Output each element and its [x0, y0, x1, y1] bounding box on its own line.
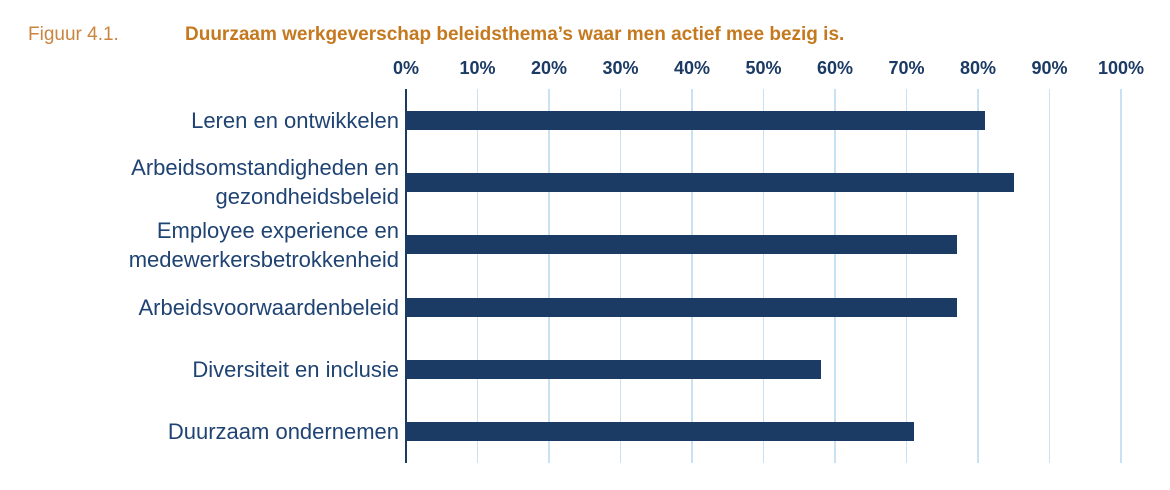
gridline [1048, 89, 1051, 463]
bar-2 [406, 173, 1014, 192]
gridline [762, 89, 765, 463]
category-label: Arbeidsvoorwaardenbeleid [138, 294, 400, 320]
x-tick-label: 20% [530, 58, 568, 78]
gridline [977, 89, 979, 463]
category-label: Diversiteit en inclusie [192, 356, 399, 382]
plot-area [404, 89, 1122, 463]
x-tick-label: 10% [459, 58, 496, 78]
category-label: Employee experience en medewerkersbetrok… [128, 217, 399, 272]
gridline [476, 89, 479, 463]
x-tick-label: 70% [888, 58, 925, 78]
category-label: Duurzaam ondernemen [167, 419, 399, 445]
bar-5 [406, 360, 821, 379]
x-tick-label: 30% [602, 58, 639, 78]
x-tick-label: 50% [745, 58, 782, 78]
bar-6 [406, 422, 914, 442]
category-label: Arbeidsomstandigheden en gezondheidsbele… [131, 155, 399, 210]
x-tick-label: 40% [673, 58, 711, 78]
x-tick-label: 0% [392, 58, 420, 78]
bar-3 [406, 235, 957, 255]
x-tick-label: 60% [816, 58, 854, 78]
x-tick-label: 90% [1031, 58, 1068, 78]
gridline [548, 89, 550, 463]
x-tick-label: 100% [1097, 58, 1145, 78]
bar-4 [406, 297, 957, 317]
figure-header: Figuur 4.1. Duurzaam werkgeverschap belei… [28, 24, 844, 47]
category-label: Leren en ontwikkelen [191, 107, 399, 133]
bar-1 [406, 110, 986, 130]
figure-title: Duurzaam werkgeverschap beleidsthema’s w… [185, 24, 845, 45]
gridline [905, 89, 908, 463]
figure-number: Figuur 4.1. [28, 24, 119, 45]
category-labels: Leren en ontwikkelen Arbeidsomstandighede… [0, 89, 399, 463]
gridline [1120, 89, 1122, 463]
gridline [619, 89, 622, 463]
x-tick-label: 80% [959, 58, 997, 78]
gridline [834, 89, 836, 463]
gridline [691, 89, 693, 463]
y-axis-line [404, 89, 408, 463]
x-axis-tick-labels: 0% 10% 20% 30% 40% 50% 60% 70% 80% 90% 100% [393, 58, 1144, 84]
